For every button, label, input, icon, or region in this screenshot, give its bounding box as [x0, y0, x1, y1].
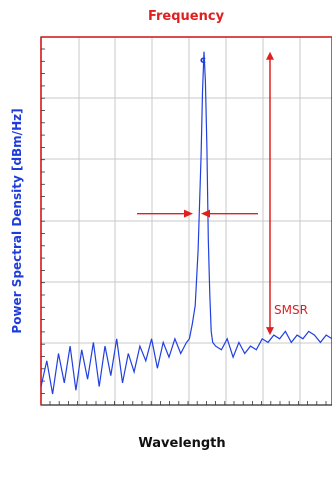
left-width-arrowhead	[184, 209, 193, 218]
spectrum-trace	[40, 51, 332, 395]
x-axis-label: Wavelength	[138, 436, 225, 451]
peak-label: c	[200, 55, 206, 66]
smsr-arrowhead-up	[266, 51, 274, 60]
axis-ticks	[41, 48, 327, 405]
width-arrows	[137, 209, 258, 218]
y-axis-label: Power Spectral Density [dBm/Hz]	[10, 108, 24, 333]
top-axis-label: Frequency	[148, 9, 225, 24]
right-width-arrowhead	[201, 209, 210, 218]
smsr-label: SMSR	[274, 303, 308, 317]
grid-lines	[41, 37, 332, 405]
smsr-arrow	[266, 51, 274, 336]
smsr-arrowhead-down	[266, 327, 274, 336]
